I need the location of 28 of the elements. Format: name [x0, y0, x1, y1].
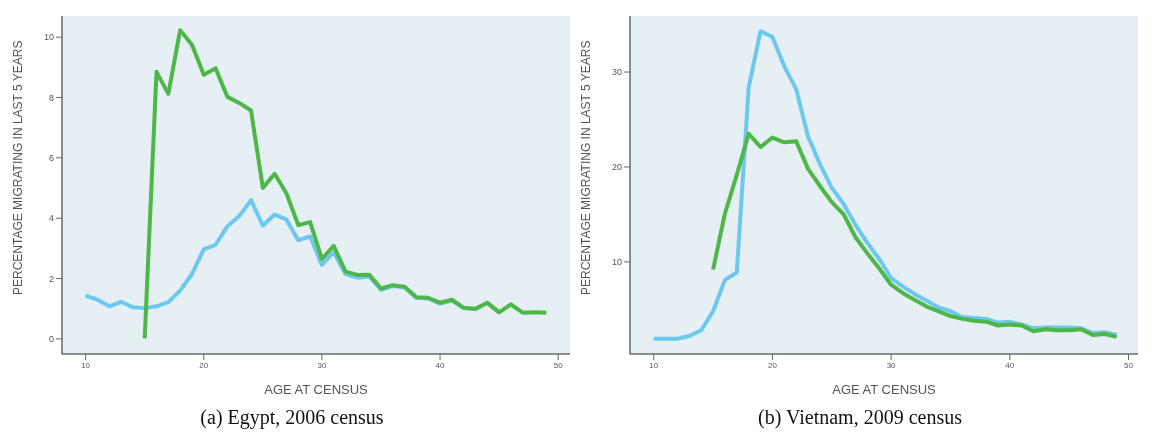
x-tick-label: 40 [435, 360, 446, 370]
x-axis-title: AGE AT CENSUS [832, 382, 937, 397]
line-series [142, 28, 549, 341]
text: (a) Egypt, 2006 census [199, 406, 385, 429]
y-tick-label: 6 [48, 153, 54, 164]
x-tick-label: 50 [1124, 360, 1134, 370]
y-tick-label: 10 [611, 257, 622, 268]
x-tick-label: 30 [317, 360, 327, 370]
x-tick-label: 10 [81, 360, 91, 370]
y-axis-title: PERCENTAGE MIGRATING IN LAST 5 YEARS [11, 40, 26, 295]
x-axis-title: AGE AT CENSUS [264, 382, 369, 397]
y-axis-title: PERCENTAGE MIGRATING IN LAST 5 YEARS [579, 40, 594, 295]
y-tick-label: 4 [48, 213, 54, 224]
x-tick-label: 20 [767, 360, 778, 370]
x-tick-label: 10 [649, 360, 659, 370]
x-tick-label: 20 [199, 360, 209, 370]
line-series [711, 131, 1119, 339]
y-tick-label: 2 [48, 273, 54, 284]
x-tick-label: 40 [1005, 360, 1015, 370]
y-tick-label: 30 [611, 67, 622, 78]
text: (b) Vietnam, 2009 census [757, 406, 963, 429]
x-tick-label: 50 [553, 360, 564, 370]
line-series [651, 29, 1119, 341]
y-tick-label: 0 [48, 334, 54, 345]
y-tick-label: 20 [611, 162, 622, 173]
y-tick-label: 10 [43, 32, 54, 43]
x-tick-label: 30 [886, 360, 897, 370]
y-tick-label: 8 [48, 92, 54, 103]
